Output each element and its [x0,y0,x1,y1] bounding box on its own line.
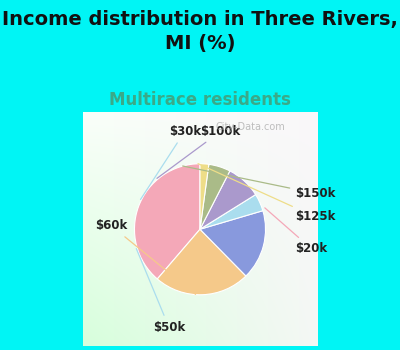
Wedge shape [200,195,263,229]
Wedge shape [200,164,209,229]
Wedge shape [200,171,256,229]
Text: $30k: $30k [140,125,201,199]
Text: $50k: $50k [136,248,185,334]
Wedge shape [200,211,266,276]
Text: $100k: $100k [157,125,241,178]
Text: Income distribution in Three Rivers,
MI (%): Income distribution in Three Rivers, MI … [2,10,398,53]
Text: $125k: $125k [198,164,336,223]
Text: Multirace residents: Multirace residents [109,91,291,109]
Text: $60k: $60k [95,219,196,294]
Wedge shape [200,164,230,229]
Wedge shape [157,229,246,295]
Text: $20k: $20k [265,208,327,255]
Wedge shape [134,164,200,279]
Text: $150k: $150k [183,166,336,200]
Text: City-Data.com: City-Data.com [216,122,285,132]
